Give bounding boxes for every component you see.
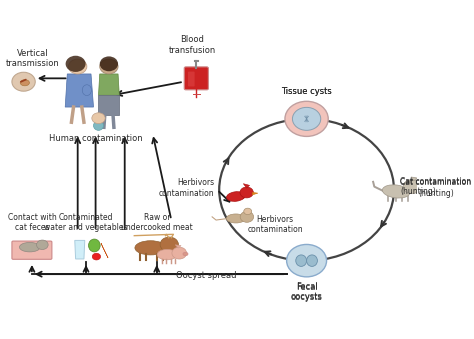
Circle shape (92, 113, 105, 124)
Circle shape (285, 101, 328, 136)
FancyBboxPatch shape (188, 72, 195, 86)
Circle shape (287, 244, 327, 277)
Polygon shape (99, 95, 119, 116)
Circle shape (172, 247, 187, 259)
FancyBboxPatch shape (12, 241, 52, 259)
Ellipse shape (135, 241, 166, 255)
Text: Tissue cysts: Tissue cysts (281, 87, 332, 96)
Ellipse shape (307, 255, 318, 266)
Polygon shape (75, 240, 85, 259)
Text: Fecal
oocysts: Fecal oocysts (291, 282, 322, 301)
Polygon shape (253, 193, 258, 195)
Ellipse shape (93, 121, 103, 130)
Circle shape (292, 107, 321, 130)
Text: Cat contamination
(hunting): Cat contamination (hunting) (400, 177, 471, 196)
Circle shape (100, 56, 118, 71)
Circle shape (12, 72, 35, 91)
Text: Tissue cysts: Tissue cysts (281, 87, 332, 96)
Text: Herbivors
contamination: Herbivors contamination (159, 178, 214, 198)
Circle shape (403, 180, 420, 194)
Text: Blood
transfusion: Blood transfusion (169, 35, 216, 55)
Circle shape (160, 237, 178, 252)
Ellipse shape (296, 255, 307, 266)
Polygon shape (99, 74, 119, 95)
Ellipse shape (183, 252, 188, 256)
FancyBboxPatch shape (184, 67, 209, 90)
Ellipse shape (227, 214, 246, 223)
Text: Oocyst spread: Oocyst spread (176, 271, 237, 280)
Polygon shape (65, 74, 93, 107)
Text: Human contamination: Human contamination (49, 134, 142, 143)
Text: Vertical
transmission: Vertical transmission (6, 49, 60, 68)
Circle shape (100, 59, 118, 74)
Polygon shape (228, 195, 244, 200)
Polygon shape (175, 245, 181, 248)
Text: Contaminated
water and vegetables: Contaminated water and vegetables (44, 213, 128, 232)
Polygon shape (243, 184, 250, 188)
Text: Raw or
undercooked meat: Raw or undercooked meat (121, 213, 192, 232)
Circle shape (65, 56, 86, 72)
Polygon shape (101, 243, 108, 258)
Ellipse shape (157, 250, 177, 260)
Circle shape (240, 187, 253, 198)
Polygon shape (411, 177, 417, 181)
Ellipse shape (227, 192, 245, 201)
Ellipse shape (383, 185, 410, 198)
Circle shape (240, 212, 254, 222)
Circle shape (244, 208, 252, 215)
Text: Cat contamination
(hunting): Cat contamination (hunting) (400, 178, 471, 198)
Text: Contact with
cat feces: Contact with cat feces (8, 213, 56, 232)
Circle shape (92, 253, 100, 260)
Ellipse shape (19, 242, 40, 252)
Text: Fecal
oocysts: Fecal oocysts (291, 283, 322, 302)
Ellipse shape (89, 239, 100, 252)
Text: Herbivors
contamination: Herbivors contamination (247, 215, 303, 235)
Ellipse shape (82, 85, 91, 96)
Circle shape (36, 240, 48, 250)
Ellipse shape (20, 80, 29, 86)
Circle shape (69, 59, 87, 74)
